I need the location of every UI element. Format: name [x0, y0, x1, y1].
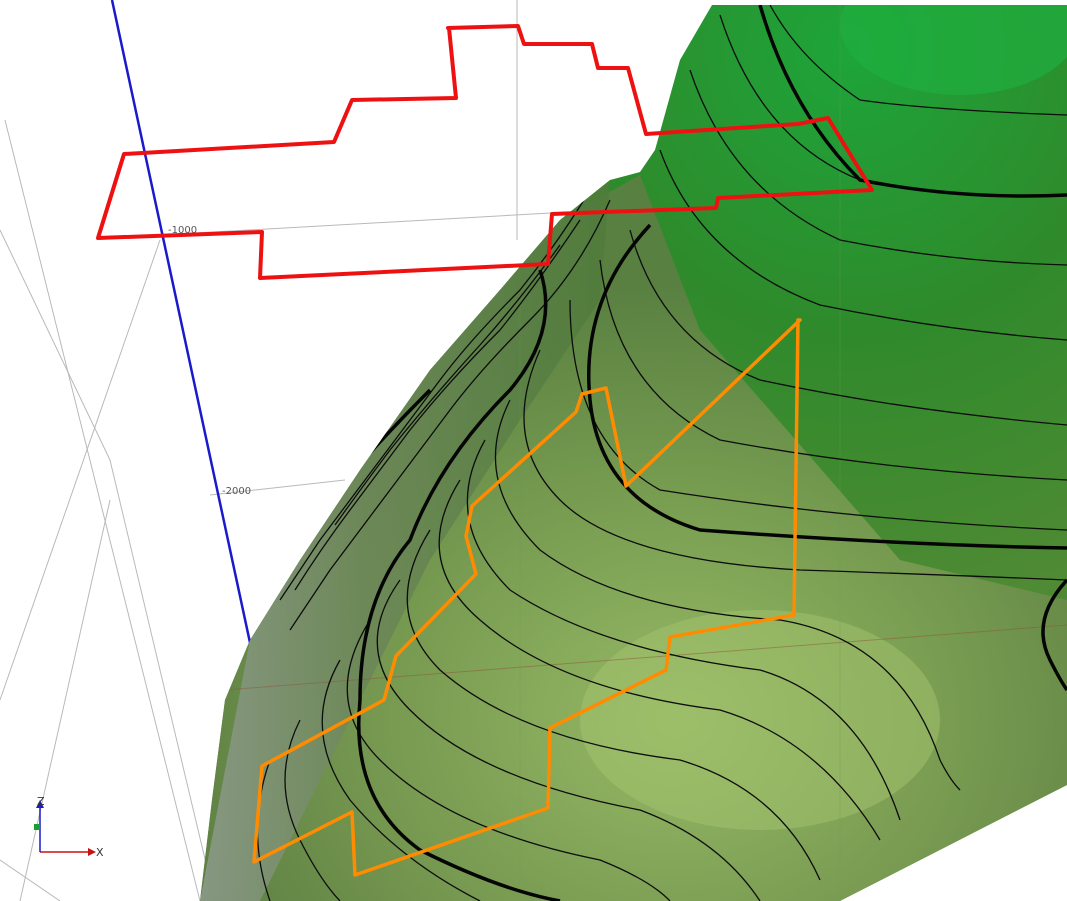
axis-z-label: Z — [37, 795, 45, 808]
background-grid — [0, 0, 641, 901]
axis-triad: X Z — [34, 795, 104, 859]
axis-x-label: X — [96, 846, 104, 859]
red-boundary-outline[interactable] — [96, 24, 874, 280]
contour-lines — [256, 5, 1067, 901]
orange-boundary-outline[interactable] — [252, 318, 802, 877]
grid-label-2: -2000 — [222, 486, 251, 497]
terrain-surface[interactable] — [200, 0, 1067, 901]
grid-label-1: -1000 — [168, 225, 197, 236]
vertical-axis-line — [110, 0, 254, 653]
